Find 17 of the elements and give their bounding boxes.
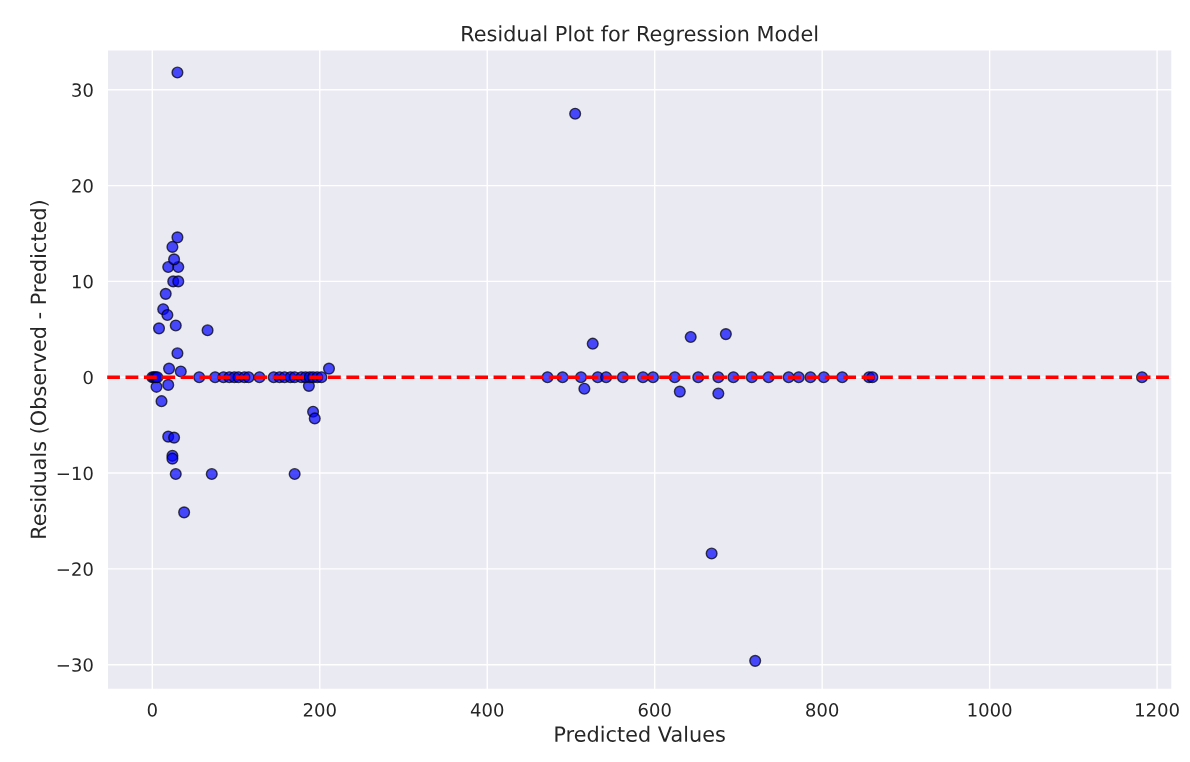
x-tick-label: 1200 bbox=[1136, 703, 1179, 717]
y-axis-title: Residuals (Observed - Predicted) bbox=[30, 201, 49, 538]
y-tick-label: 20 bbox=[72, 179, 93, 193]
x-tick-label: 1000 bbox=[968, 703, 1012, 717]
x-tick-label: 800 bbox=[806, 703, 839, 717]
x-tick-label: 400 bbox=[470, 703, 504, 717]
y-tick-label: 30 bbox=[72, 83, 93, 97]
y-tick-label: −20 bbox=[57, 562, 93, 576]
y-tick-label: 10 bbox=[72, 274, 93, 289]
chart-title: Residual Plot for Regression Model bbox=[462, 25, 818, 46]
x-tick-label: 0 bbox=[147, 703, 157, 717]
x-tick-label: 600 bbox=[638, 703, 671, 717]
y-tick-label: 0 bbox=[83, 370, 93, 385]
x-axis-title: Predicted Values bbox=[555, 725, 725, 742]
y-tick-label: −30 bbox=[57, 658, 93, 672]
y-tick-label: −10 bbox=[57, 466, 93, 481]
x-tick-label: 200 bbox=[303, 703, 336, 717]
